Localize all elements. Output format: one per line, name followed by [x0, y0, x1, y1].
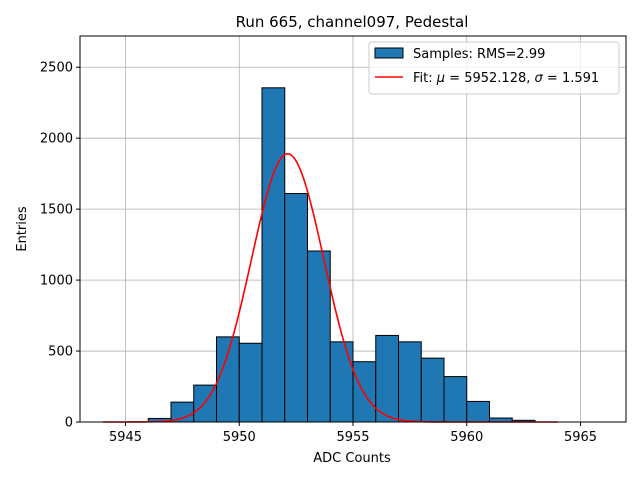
- x-tick-label: 5965: [564, 430, 597, 445]
- histogram-bar: [466, 400, 490, 423]
- x-axis-label: ADC Counts: [313, 451, 391, 466]
- histogram-bar: [307, 250, 331, 423]
- chart-title: Run 665, channel097, Pedestal: [236, 13, 469, 31]
- legend: Samples: RMS=2.99 Fit: μ = 5952.128, σ =…: [368, 41, 620, 95]
- y-tick-label: 500: [48, 345, 73, 360]
- legend-fit-label: Fit: μ = 5952.128, σ = 1.591: [413, 71, 599, 86]
- y-tick-label: 2000: [40, 132, 73, 147]
- x-axis-ticks: 5945 5950 5955 5960 5965: [109, 422, 597, 445]
- legend-fit-mu-value: 5952.128: [464, 71, 526, 86]
- y-tick-label: 1500: [40, 203, 73, 218]
- legend-histogram-label: Samples: RMS=2.99: [413, 47, 545, 62]
- legend-fit-sep: ,: [526, 71, 534, 86]
- histogram-bars: [147, 87, 536, 423]
- y-tick-label: 0: [65, 416, 73, 431]
- y-axis-label: Entries: [15, 206, 30, 252]
- x-tick-label: 5955: [336, 430, 369, 445]
- y-axis-ticks: 0 500 1000 1500 2000 2500: [40, 61, 80, 431]
- x-tick-label: 5960: [450, 430, 483, 445]
- histogram-bar: [375, 334, 399, 423]
- legend-fit-prefix: Fit:: [413, 71, 437, 86]
- legend-fit-sigma-symbol: σ: [535, 71, 544, 86]
- legend-fit-eq1: =: [445, 71, 464, 86]
- legend-histogram-swatch: [374, 47, 404, 59]
- histogram-bar: [261, 87, 286, 423]
- legend-fit-eq2: =: [543, 71, 562, 86]
- x-tick-label: 5945: [109, 430, 142, 445]
- histogram-bar: [420, 357, 445, 423]
- histogram-bar: [352, 361, 377, 423]
- y-tick-label: 2500: [40, 61, 73, 76]
- histogram-bar: [284, 193, 308, 423]
- legend-fit-mu-symbol: μ: [436, 71, 445, 86]
- histogram-bar: [170, 401, 195, 423]
- histogram-bar: [398, 341, 422, 423]
- histogram-bar: [329, 341, 354, 423]
- legend-fit-sigma-value: 1.591: [562, 71, 599, 86]
- histogram-bar: [443, 376, 468, 423]
- histogram-bar: [216, 336, 240, 423]
- x-tick-label: 5950: [223, 430, 256, 445]
- y-tick-label: 1000: [40, 274, 73, 289]
- legend-frame: [368, 41, 620, 95]
- histogram-bar: [238, 342, 263, 423]
